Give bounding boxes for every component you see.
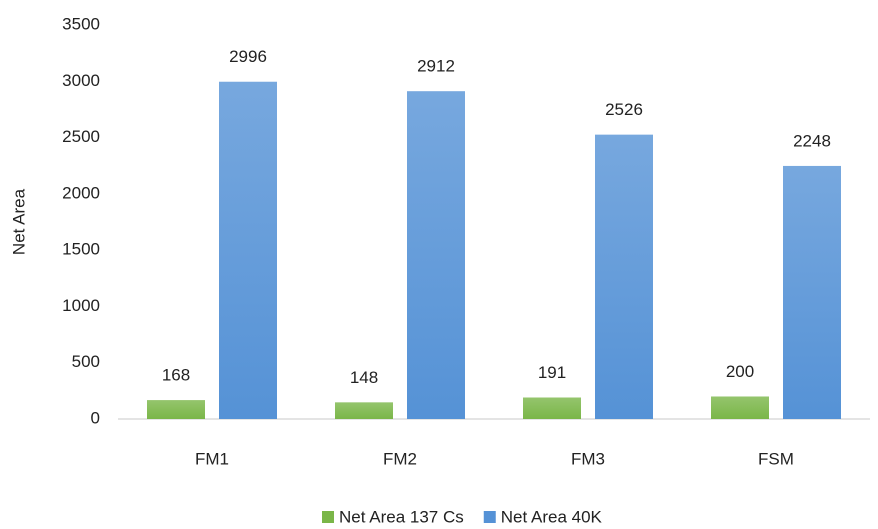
y-tick-label: 500 (72, 352, 100, 371)
y-tick-label: 0 (91, 408, 100, 427)
legend-label: Net Area 40K (501, 507, 603, 526)
data-label: 2912 (417, 57, 455, 76)
legend-swatch (322, 511, 334, 523)
x-tick-label: FM1 (195, 449, 229, 468)
bar (523, 397, 581, 419)
bar (147, 400, 205, 419)
y-tick-label: 2000 (62, 183, 100, 202)
data-label: 2526 (605, 100, 643, 119)
y-axis-label: Net Area (9, 188, 28, 255)
y-tick-label: 3500 (62, 14, 100, 33)
x-tick-label: FM2 (383, 449, 417, 468)
data-label: 200 (726, 362, 754, 381)
y-tick-label: 1500 (62, 240, 100, 259)
bar (595, 134, 653, 419)
data-label: 2248 (793, 131, 831, 150)
legend-swatch (483, 511, 496, 523)
bar (783, 165, 841, 419)
bar (335, 402, 393, 419)
data-label: 191 (538, 363, 566, 382)
data-label: 168 (162, 366, 190, 385)
y-tick-label: 3000 (62, 71, 100, 90)
data-label: 148 (350, 368, 378, 387)
data-label: 2996 (229, 47, 267, 66)
legend-label: Net Area 137 Cs (339, 507, 464, 526)
bar (219, 81, 277, 420)
x-tick-label: FSM (758, 449, 794, 468)
bar (407, 91, 465, 419)
y-tick-label: 2500 (62, 127, 100, 146)
y-tick-label: 1000 (62, 296, 100, 315)
x-tick-label: FM3 (571, 449, 605, 468)
bar (711, 396, 769, 419)
